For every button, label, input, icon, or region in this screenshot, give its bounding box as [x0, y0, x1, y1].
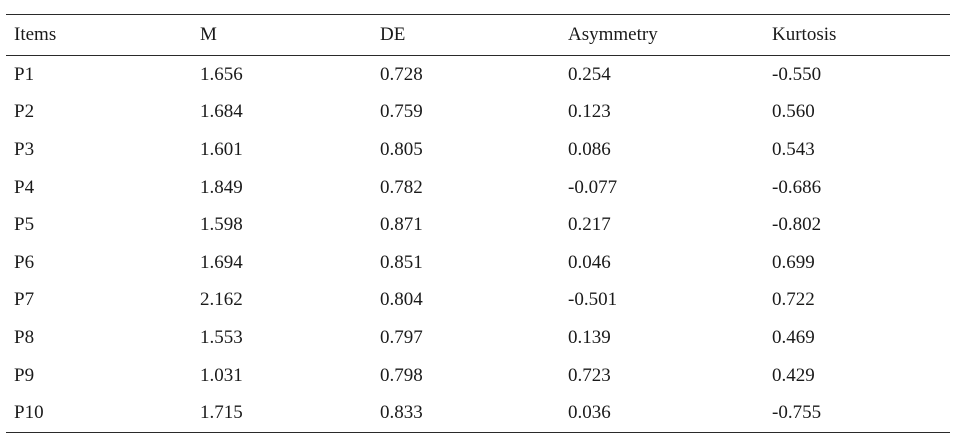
table-row: P10 1.715 0.833 0.036 -0.755 [6, 394, 950, 433]
mean-cell: 1.031 [200, 364, 243, 386]
std-dev-cell: 0.759 [380, 101, 423, 123]
header-asymmetry: Asymmetry [568, 24, 658, 45]
statistics-table: Items M DE Asymmetry Kurtosis P1 1.656 0.7… [6, 14, 950, 433]
mean-cell: 1.715 [200, 402, 243, 424]
table-row: P3 1.601 0.805 0.086 0.543 [6, 131, 950, 169]
table-row: P7 2.162 0.804 -0.501 0.722 [6, 282, 950, 320]
std-dev-cell: 0.851 [380, 251, 423, 273]
table-row: P5 1.598 0.871 0.217 -0.802 [6, 206, 950, 244]
std-dev-cell: 0.782 [380, 176, 423, 198]
header-std-dev: DE [380, 24, 406, 45]
mean-cell: 1.656 [200, 63, 243, 85]
kurtosis-cell: -0.755 [772, 402, 822, 424]
asymmetry-cell: 0.036 [568, 402, 611, 424]
mean-cell: 1.601 [200, 138, 243, 160]
statistics-table-container: Items M DE Asymmetry Kurtosis P1 1.656 0.7… [6, 14, 950, 433]
mean-cell: 1.684 [200, 101, 243, 123]
kurtosis-cell: 0.429 [772, 364, 815, 386]
item-cell: P9 [14, 364, 35, 386]
mean-cell: 1.694 [200, 251, 243, 273]
item-cell: P7 [14, 289, 35, 311]
kurtosis-cell: -0.802 [772, 214, 822, 236]
kurtosis-cell: 0.722 [772, 289, 815, 311]
item-cell: P2 [14, 101, 35, 123]
table-row: P2 1.684 0.759 0.123 0.560 [6, 94, 950, 132]
item-cell: P4 [14, 176, 35, 198]
header-row: Items M DE Asymmetry Kurtosis [6, 14, 950, 56]
table-row: P8 1.553 0.797 0.139 0.469 [6, 319, 950, 357]
asymmetry-cell: -0.501 [568, 289, 618, 311]
header-kurtosis: Kurtosis [772, 24, 837, 45]
item-cell: P3 [14, 138, 35, 160]
item-cell: P8 [14, 326, 35, 348]
asymmetry-cell: 0.723 [568, 364, 611, 386]
asymmetry-cell: 0.139 [568, 326, 611, 348]
kurtosis-cell: -0.686 [772, 176, 822, 198]
mean-cell: 1.598 [200, 214, 243, 236]
asymmetry-cell: -0.077 [568, 176, 618, 198]
table-row: P1 1.656 0.728 0.254 -0.550 [6, 56, 950, 94]
kurtosis-cell: 0.543 [772, 138, 815, 160]
item-cell: P6 [14, 251, 35, 273]
std-dev-cell: 0.833 [380, 402, 423, 424]
std-dev-cell: 0.804 [380, 289, 423, 311]
std-dev-cell: 0.871 [380, 214, 423, 236]
table-row: P6 1.694 0.851 0.046 0.699 [6, 244, 950, 282]
item-cell: P10 [14, 402, 44, 424]
std-dev-cell: 0.728 [380, 63, 423, 85]
std-dev-cell: 0.798 [380, 364, 423, 386]
mean-cell: 1.849 [200, 176, 243, 198]
asymmetry-cell: 0.217 [568, 214, 611, 236]
asymmetry-cell: 0.046 [568, 251, 611, 273]
table-row: P9 1.031 0.798 0.723 0.429 [6, 357, 950, 395]
kurtosis-cell: 0.560 [772, 101, 815, 123]
table-body: P1 1.656 0.728 0.254 -0.550 P2 1.684 0.759 0.123… [6, 56, 950, 433]
header-mean: M [200, 24, 217, 45]
mean-cell: 2.162 [200, 289, 243, 311]
item-cell: P5 [14, 214, 35, 236]
header-items: Items [14, 24, 57, 45]
item-cell: P1 [14, 63, 35, 85]
kurtosis-cell: 0.699 [772, 251, 815, 273]
table-row: P4 1.849 0.782 -0.077 -0.686 [6, 169, 950, 207]
table-header: Items M DE Asymmetry Kurtosis [6, 14, 950, 56]
kurtosis-cell: -0.550 [772, 63, 822, 85]
std-dev-cell: 0.797 [380, 326, 423, 348]
kurtosis-cell: 0.469 [772, 326, 815, 348]
asymmetry-cell: 0.086 [568, 138, 611, 160]
asymmetry-cell: 0.123 [568, 101, 611, 123]
mean-cell: 1.553 [200, 326, 243, 348]
std-dev-cell: 0.805 [380, 138, 423, 160]
asymmetry-cell: 0.254 [568, 63, 611, 85]
